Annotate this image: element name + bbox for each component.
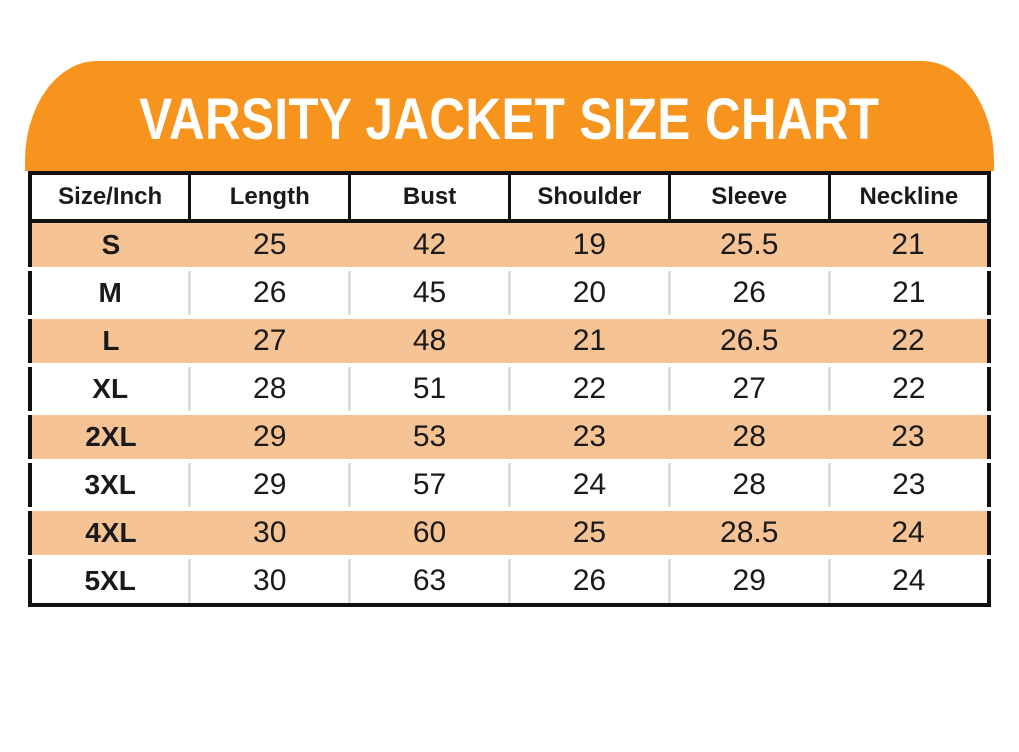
size-cell: 4XL (30, 507, 190, 557)
value-cell: 45 (348, 267, 510, 317)
value-cell: 29 (189, 411, 350, 461)
value-cell: 25.5 (669, 221, 830, 269)
value-cell: 26.5 (669, 315, 830, 365)
value-cell: 30 (189, 507, 350, 557)
table-row: 4XL 30 60 25 28.5 24 (30, 507, 989, 557)
value-cell: 23 (827, 459, 989, 509)
header-cell-neckline: Neckline (827, 171, 991, 223)
title-banner: VARSITY JACKET SIZE CHART (25, 61, 994, 171)
value-cell: 63 (348, 555, 510, 605)
value-cell: 27 (189, 315, 350, 365)
value-cell: 25 (509, 507, 670, 557)
value-cell: 27 (667, 363, 830, 413)
value-cell: 28 (669, 411, 830, 461)
table-body: S 25 42 19 25.5 21 M 26 45 20 26 21 L 27 48 21 26.5 22 XL 2… (30, 221, 989, 605)
table-row: L 27 48 21 26.5 22 (30, 315, 989, 365)
value-cell: 21 (827, 267, 989, 317)
value-cell: 19 (509, 221, 670, 269)
size-cell: L (30, 315, 190, 365)
value-cell: 21 (829, 221, 989, 269)
value-cell: 23 (829, 411, 989, 461)
size-cell: 2XL (30, 411, 190, 461)
value-cell: 28 (667, 459, 830, 509)
header-cell-sleeve: Sleeve (667, 171, 831, 223)
size-cell: 3XL (30, 459, 190, 509)
value-cell: 48 (349, 315, 510, 365)
table-row: 3XL 29 57 24 28 23 (30, 459, 989, 509)
value-cell: 28 (188, 363, 350, 413)
table-row: S 25 42 19 25.5 21 (30, 221, 989, 269)
value-cell: 28.5 (669, 507, 830, 557)
size-table: Size/Inch Length Bust Shoulder Sleeve Ne… (28, 171, 991, 607)
value-cell: 29 (667, 555, 830, 605)
header-cell-size-inch: Size/Inch (28, 171, 192, 223)
size-cell: S (30, 221, 190, 269)
chart-title: VARSITY JACKET SIZE CHART (139, 86, 880, 152)
size-cell: M (30, 267, 190, 317)
value-cell: 30 (188, 555, 350, 605)
header-row: Size/Inch Length Bust Shoulder Sleeve Ne… (28, 171, 991, 223)
value-cell: 51 (348, 363, 510, 413)
header-cell-shoulder: Shoulder (507, 171, 671, 223)
value-cell: 24 (507, 459, 670, 509)
size-cell: XL (30, 363, 190, 413)
value-cell: 29 (188, 459, 350, 509)
value-cell: 26 (667, 267, 830, 317)
value-cell: 26 (188, 267, 350, 317)
value-cell: 22 (829, 315, 989, 365)
value-cell: 60 (349, 507, 510, 557)
value-cell: 57 (348, 459, 510, 509)
value-cell: 22 (507, 363, 670, 413)
value-cell: 23 (509, 411, 670, 461)
table-row: 5XL 30 63 26 29 24 (30, 555, 989, 605)
value-cell: 21 (509, 315, 670, 365)
header-cell-length: Length (188, 171, 352, 223)
size-cell: 5XL (30, 555, 190, 605)
table-row: 2XL 29 53 23 28 23 (30, 411, 989, 461)
value-cell: 24 (829, 507, 989, 557)
table-row: XL 28 51 22 27 22 (30, 363, 989, 413)
table-row: M 26 45 20 26 21 (30, 267, 989, 317)
value-cell: 25 (189, 221, 350, 269)
value-cell: 24 (827, 555, 989, 605)
value-cell: 20 (507, 267, 670, 317)
value-cell: 22 (827, 363, 989, 413)
table-header: Size/Inch Length Bust Shoulder Sleeve Ne… (28, 171, 991, 223)
value-cell: 42 (349, 221, 510, 269)
value-cell: 53 (349, 411, 510, 461)
value-cell: 26 (507, 555, 670, 605)
header-cell-bust: Bust (348, 171, 511, 223)
